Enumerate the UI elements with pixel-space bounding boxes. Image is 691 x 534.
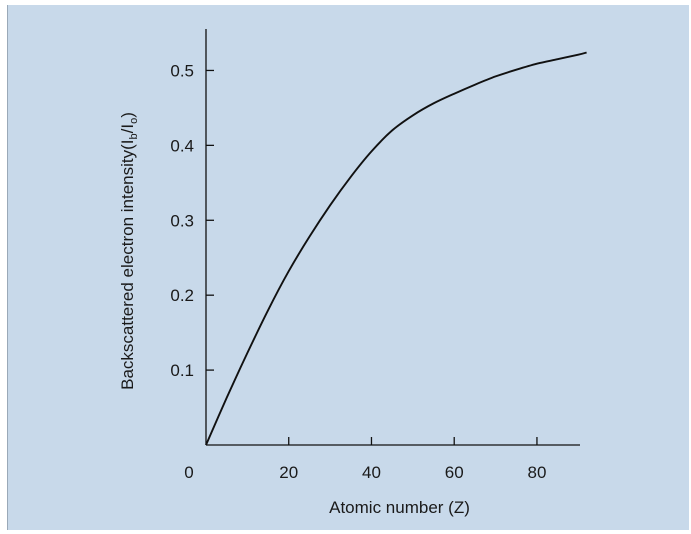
y-axis-title-end: ) bbox=[118, 112, 137, 118]
y-axis-title-sub-o: o bbox=[128, 118, 140, 124]
x-tick-label-3: 60 bbox=[445, 463, 464, 482]
y-axis-title-mid: /I bbox=[118, 124, 137, 133]
chart-figure: 0.1 0.2 0.3 0.4 0.5 0 20 40 60 80 Atomic number (… bbox=[7, 5, 689, 530]
y-tick-label-0: 0.1 bbox=[170, 361, 194, 380]
x-tick-label-4: 80 bbox=[527, 463, 546, 482]
series-layer bbox=[205, 51, 587, 446]
y-tick-label-1: 0.2 bbox=[170, 286, 194, 305]
y-tick-label-2: 0.3 bbox=[170, 211, 194, 230]
ticks-layer: 0.1 0.2 0.3 0.4 0.5 0 20 40 60 80 bbox=[170, 61, 546, 482]
y-tick-label-3: 0.4 bbox=[170, 136, 194, 155]
chart-svg: 0.1 0.2 0.3 0.4 0.5 0 20 40 60 80 Atomic number (… bbox=[118, 29, 587, 517]
y-axis-title: Backscattered electron intensity(Ib/Io) bbox=[118, 112, 140, 390]
y-axis-title-main: Backscattered electron intensity(I bbox=[118, 139, 137, 389]
series-line-0 bbox=[205, 51, 587, 446]
y-tick-label-4: 0.5 bbox=[170, 61, 194, 80]
y-axis-title-sub-b: b bbox=[128, 133, 140, 139]
x-tick-label-2: 40 bbox=[362, 463, 381, 482]
x-tick-label-0: 0 bbox=[184, 463, 193, 482]
x-tick-label-1: 20 bbox=[279, 463, 298, 482]
x-axis-title: Atomic number (Z) bbox=[329, 498, 470, 517]
